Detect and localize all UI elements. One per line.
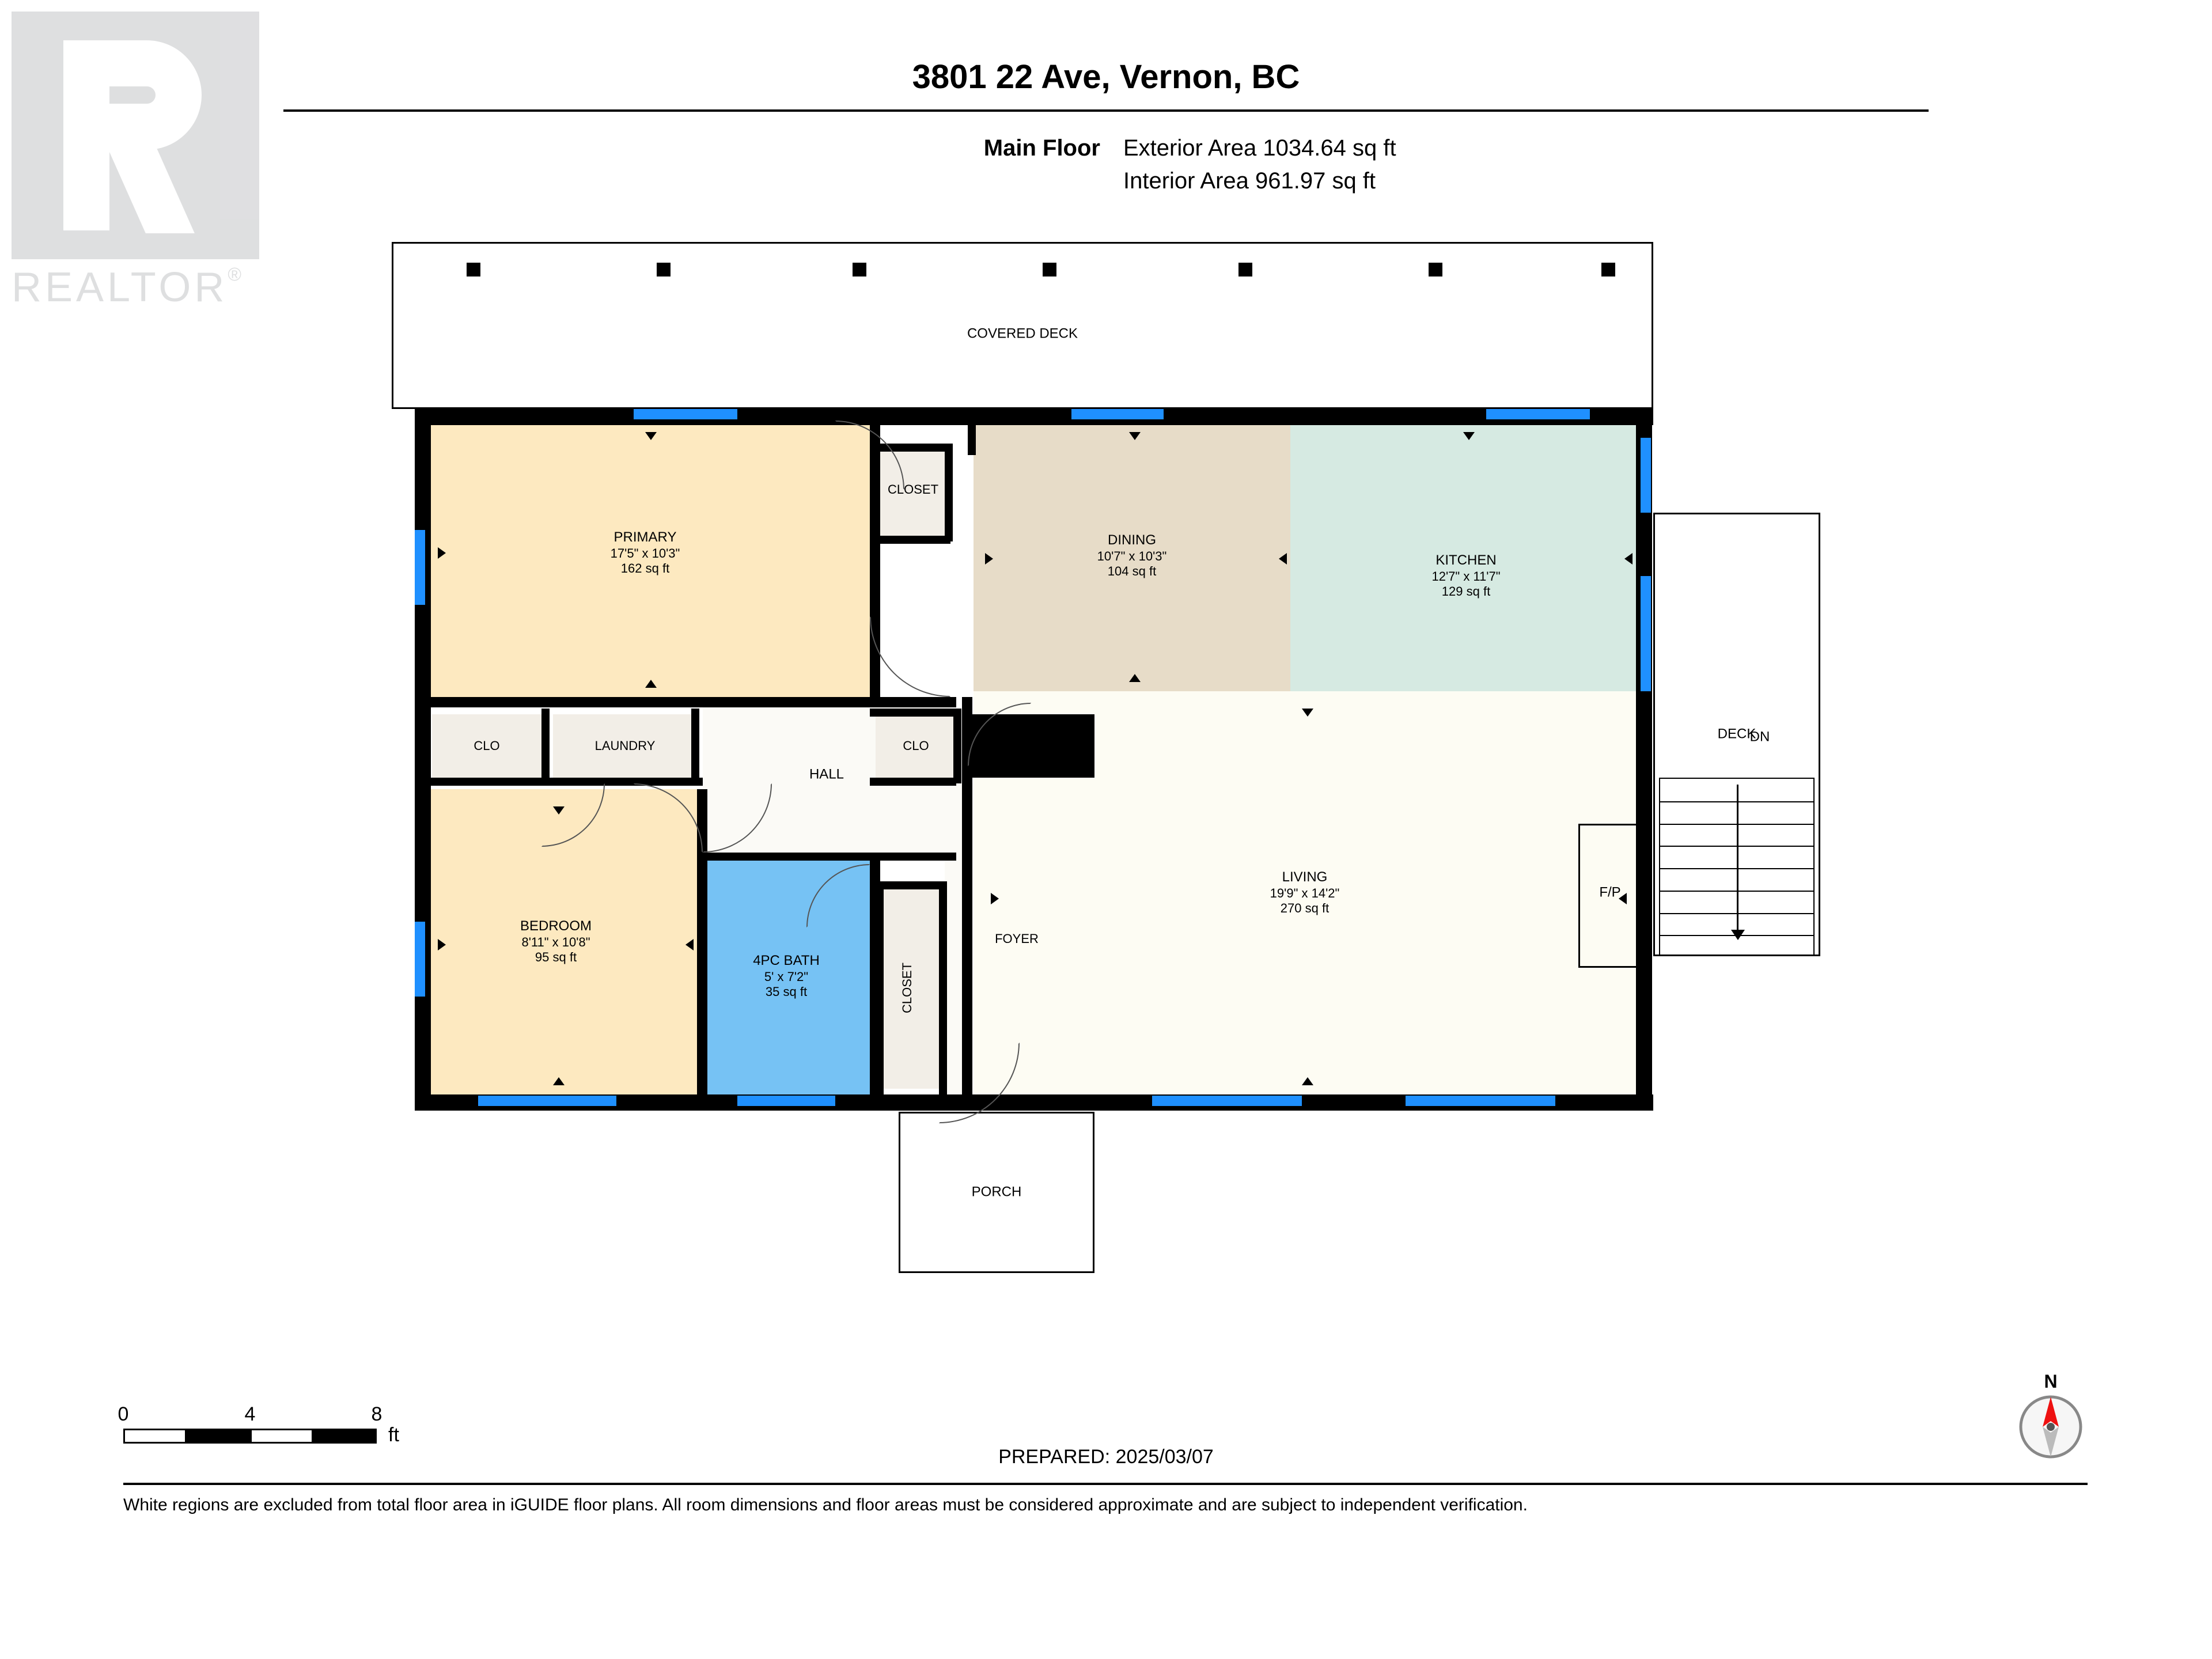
deck-post xyxy=(467,263,480,276)
dim-arrow xyxy=(1302,1077,1313,1085)
realtor-watermark: REALTOR® xyxy=(12,12,259,311)
inner-wall xyxy=(703,853,876,861)
door xyxy=(835,421,904,490)
page-title: 3801 22 Ave, Vernon, BC xyxy=(0,58,2212,96)
dim-arrow xyxy=(645,432,657,440)
scale-mark-1: 4 xyxy=(245,1403,256,1426)
wall xyxy=(415,409,431,1106)
dim-arrow xyxy=(645,680,657,688)
stairs xyxy=(1659,778,1815,956)
label-porch: PORCH xyxy=(972,1184,1022,1201)
disclaimer: White regions are excluded from total fl… xyxy=(123,1495,1528,1515)
scale-mark-0: 0 xyxy=(118,1403,129,1426)
dim-arrow xyxy=(553,806,565,815)
scale-unit: ft xyxy=(388,1424,399,1446)
compass-label: N xyxy=(2010,1371,2091,1392)
window xyxy=(1486,409,1590,419)
compass-icon xyxy=(2016,1392,2085,1461)
label-bath: 4PC BATH5' x 7'2"35 sq ft xyxy=(753,953,820,1000)
label-clo1: CLO xyxy=(474,738,499,753)
label-clo2: CLO xyxy=(903,738,929,753)
inner-wall xyxy=(691,709,699,778)
dim-arrow xyxy=(438,939,446,950)
dim-arrow xyxy=(985,553,993,565)
dim-arrow xyxy=(1463,432,1475,440)
dim-arrow xyxy=(685,939,694,950)
dim-arrow xyxy=(1129,674,1141,682)
label-primary: PRIMARY17'5" x 10'3"162 sq ft xyxy=(611,529,680,577)
registered-mark: ® xyxy=(228,264,245,285)
inner-wall xyxy=(945,444,953,541)
label-fp: F/P xyxy=(1599,885,1620,902)
wall xyxy=(1636,409,1652,1106)
dim-arrow xyxy=(1279,553,1287,565)
label-hall: HALL xyxy=(809,767,844,783)
window xyxy=(1406,1096,1555,1106)
inner-wall xyxy=(870,778,956,786)
window xyxy=(415,922,425,997)
label-closet_pr: CLOSET xyxy=(888,482,938,497)
deck-post xyxy=(657,263,671,276)
floor-label: Main Floor xyxy=(824,135,1100,161)
door xyxy=(939,1043,1020,1123)
window xyxy=(1071,409,1164,419)
exterior-area: Exterior Area 1034.64 sq ft xyxy=(1123,135,1396,161)
inner-wall xyxy=(953,709,961,783)
realtor-r-icon xyxy=(12,12,259,259)
deck-post xyxy=(1601,263,1615,276)
inner-wall xyxy=(876,881,884,1094)
window xyxy=(1152,1096,1302,1106)
label-laundry: LAUNDRY xyxy=(595,738,656,753)
inner-wall xyxy=(870,536,950,544)
interior-area: Interior Area 961.97 sq ft xyxy=(1123,168,1376,194)
label-living: LIVING19'9" x 14'2"270 sq ft xyxy=(1270,869,1340,916)
footer-rule xyxy=(123,1483,2088,1485)
wall xyxy=(415,409,1653,425)
watermark-text: REALTOR xyxy=(12,264,228,310)
window xyxy=(415,530,425,605)
door xyxy=(870,616,950,697)
label-foyer: FOYER xyxy=(995,931,1039,946)
dim-arrow xyxy=(991,893,999,904)
window xyxy=(478,1096,616,1106)
window xyxy=(1641,438,1651,513)
dim-arrow xyxy=(438,547,446,559)
title-rule xyxy=(283,109,1929,112)
dim-arrow xyxy=(1302,709,1313,717)
label-covered_deck: COVERED DECK xyxy=(967,325,1078,342)
inner-wall xyxy=(968,415,976,455)
dim-arrow xyxy=(1129,432,1141,440)
inner-wall xyxy=(421,697,956,707)
inner-wall xyxy=(541,709,550,778)
dim-arrow xyxy=(553,1077,565,1085)
label-bedroom: BEDROOM8'11" x 10'8"95 sq ft xyxy=(520,918,592,965)
label-kitchen: KITCHEN12'7" x 11'7"129 sq ft xyxy=(1431,552,1500,600)
label-closet_foy: CLOSET xyxy=(900,963,915,1013)
compass: N xyxy=(2010,1371,2091,1469)
label-dining: DINING10'7" x 10'3"104 sq ft xyxy=(1097,532,1167,579)
dim-arrow xyxy=(1624,553,1633,565)
window xyxy=(634,409,737,419)
window xyxy=(737,1096,835,1106)
label-dn: DN xyxy=(1750,729,1770,746)
inner-wall xyxy=(876,881,945,889)
deck-post xyxy=(1043,263,1056,276)
window xyxy=(1641,576,1651,691)
prepared-date: PREPARED: 2025/03/07 xyxy=(0,1446,2212,1468)
deck-post xyxy=(1429,263,1442,276)
deck-post xyxy=(1238,263,1252,276)
deck-post xyxy=(853,263,866,276)
inner-wall xyxy=(870,709,956,717)
floor-plan: COVERED DECK PRIMARY17'5" x 10'3"162 sq f… xyxy=(392,242,1820,1336)
scale-mark-2: 8 xyxy=(372,1403,382,1426)
